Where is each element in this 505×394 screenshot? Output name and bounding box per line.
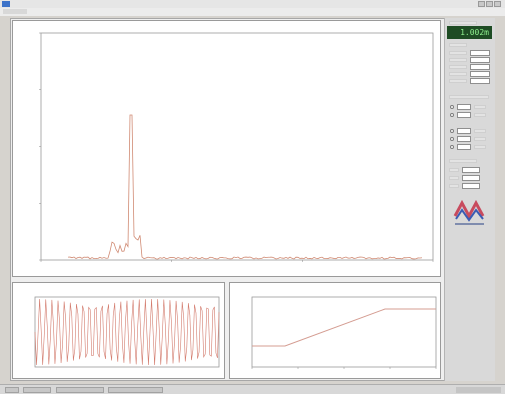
maximize-button[interactable] <box>486 1 493 7</box>
bottom-left-plot-panel <box>12 282 225 379</box>
taskbar <box>0 384 505 394</box>
bottom-right-plot-ylabel <box>234 316 240 346</box>
menu-bar <box>0 8 505 16</box>
taskbar-button[interactable] <box>56 387 104 393</box>
taskbar-button[interactable] <box>5 387 19 393</box>
taskbar-button[interactable] <box>23 387 51 393</box>
bottom-right-plot-panel <box>229 282 441 379</box>
right-panel <box>444 18 495 381</box>
main-plot-frame <box>41 33 433 260</box>
bottom-right-plot-svg <box>230 283 442 380</box>
taskbar-button[interactable] <box>108 387 163 393</box>
bottom-right-plot-xlabel <box>305 369 375 375</box>
logo-icon <box>445 18 496 381</box>
window-title <box>12 1 92 7</box>
bottom-right-plot-frame <box>252 297 436 367</box>
main-plot-xlabel <box>183 267 273 273</box>
bottom-left-plot-svg <box>13 283 226 380</box>
main-plot-svg <box>13 21 442 278</box>
measurement-readout: 1.002m <box>447 26 492 39</box>
window-titlebar <box>0 0 505 8</box>
app-icon <box>2 1 10 7</box>
main-plot-panel <box>12 20 441 277</box>
menu-item[interactable] <box>3 9 27 14</box>
close-button[interactable] <box>494 1 501 7</box>
system-tray <box>456 387 501 393</box>
minimize-button[interactable] <box>478 1 485 7</box>
